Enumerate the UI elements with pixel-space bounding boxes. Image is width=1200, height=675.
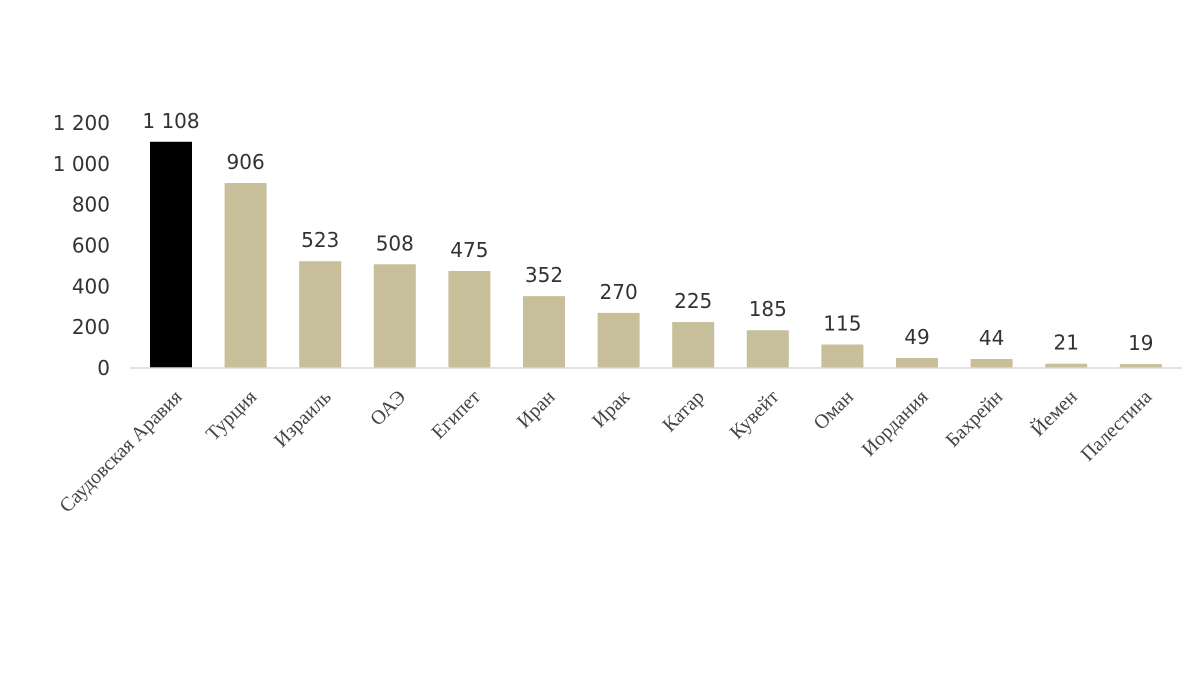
data-label: 475	[450, 238, 488, 262]
data-label: 523	[301, 228, 339, 252]
bar	[299, 261, 342, 368]
data-label: 1 108	[142, 109, 199, 133]
bar	[448, 271, 491, 368]
x-tick-label: Йемен	[1026, 385, 1082, 441]
y-tick-label: 1 000	[53, 152, 110, 176]
x-axis: Саудовская Аравия Турция Израиль ОАЭ Египет И…	[55, 367, 1182, 517]
data-label: 19	[1128, 331, 1153, 355]
data-label: 21	[1053, 331, 1078, 355]
y-tick-label: 400	[72, 274, 110, 298]
x-tick-label: Катар	[658, 386, 708, 436]
y-axis: 0 200 400 600 800 1 000 1 200	[53, 111, 110, 380]
data-label: 352	[525, 263, 563, 287]
y-tick-label: 600	[72, 234, 110, 258]
y-tick-label: 200	[72, 315, 110, 339]
bars	[150, 141, 1162, 368]
x-tick-label: Иордания	[858, 386, 933, 461]
bar	[896, 357, 938, 368]
data-label: 906	[227, 150, 265, 174]
bar	[224, 183, 267, 368]
bar	[672, 322, 715, 368]
data-label: 49	[904, 325, 929, 349]
bar	[746, 330, 789, 368]
bar	[150, 141, 192, 368]
y-tick-label: 1 200	[53, 111, 110, 135]
data-labels: 1 108 906 523 508 475 352 270 225 185 115 49 44 21 19	[142, 109, 1153, 355]
x-tick-label: ОАЭ	[366, 386, 410, 430]
bar	[373, 264, 416, 368]
x-tick-label: Турция	[202, 386, 261, 445]
data-label: 508	[376, 231, 414, 255]
data-label: 225	[674, 289, 712, 313]
x-tick-label: Оман	[809, 386, 858, 435]
x-tick-label: Бахрейн	[942, 386, 1008, 452]
bar	[1045, 363, 1088, 368]
data-label: 115	[823, 312, 861, 336]
y-tick-label: 0	[97, 356, 110, 380]
bar	[597, 312, 640, 368]
x-tick-label: Кувейт	[726, 386, 784, 444]
x-tick-label: Иран	[513, 386, 560, 433]
x-tick-label: Палестина	[1077, 386, 1157, 466]
data-label: 44	[979, 326, 1004, 350]
bar	[970, 359, 1013, 368]
y-tick-label: 800	[72, 193, 110, 217]
x-tick-label: Ирак	[588, 386, 634, 432]
x-tick-label: Израиль	[270, 386, 336, 452]
bar	[821, 344, 864, 368]
x-tick-label: Саудовская Аравия	[55, 386, 186, 517]
x-tick-label: Египет	[427, 386, 485, 444]
data-label: 185	[749, 297, 787, 321]
bar	[1119, 364, 1162, 368]
bar	[523, 296, 565, 368]
data-label: 270	[600, 280, 638, 304]
